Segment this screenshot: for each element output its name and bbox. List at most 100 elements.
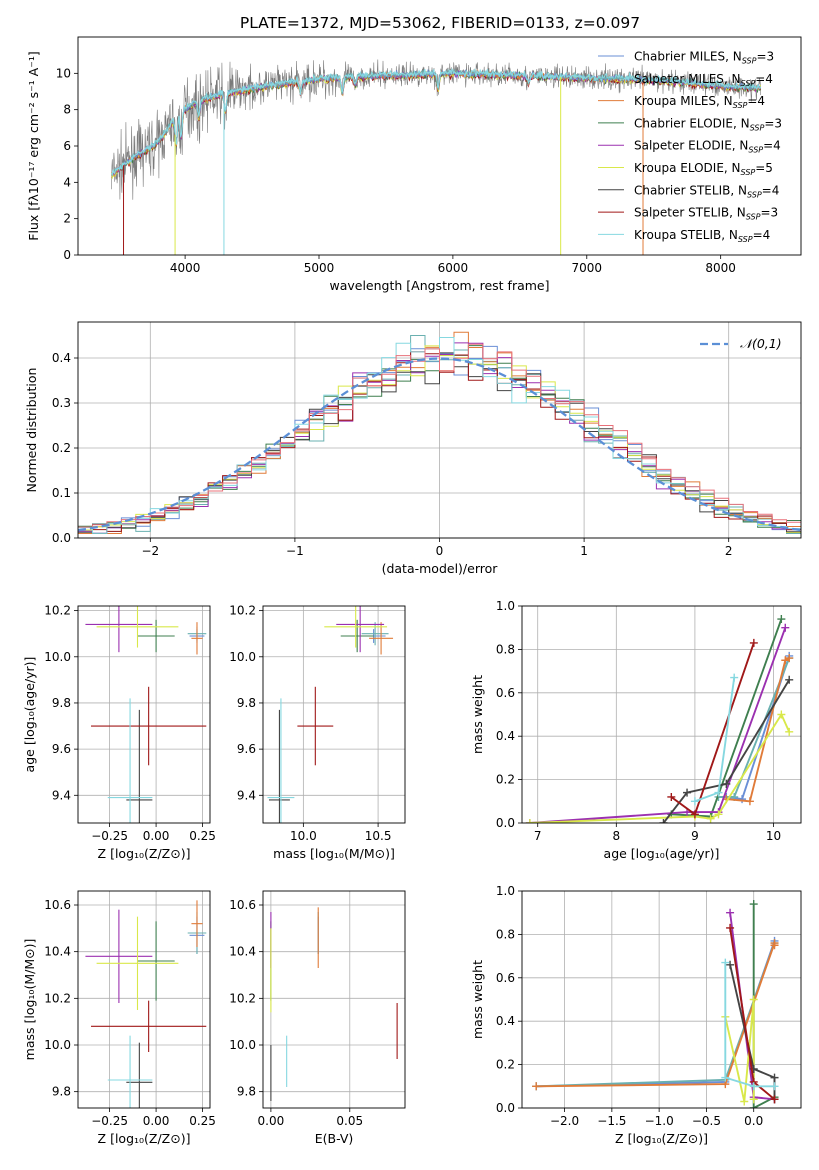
y-axis-label: Flux [fλ10⁻¹⁷ erg cm⁻² s⁻¹ A⁻¹] bbox=[26, 51, 41, 240]
y-tick-label: 0.3 bbox=[52, 396, 71, 410]
y-tick-label: 0 bbox=[63, 248, 71, 262]
weight-line-kroupa_stelib bbox=[724, 962, 775, 1088]
axes-frame bbox=[77, 321, 802, 539]
legend-count: =3 bbox=[756, 50, 774, 64]
y-tick-label: 9.4 bbox=[237, 788, 256, 802]
weight-marker-chabrier_stelib bbox=[785, 675, 794, 684]
x-axis-label: age [log₁₀(age/yr)] bbox=[604, 846, 720, 861]
axes-frame bbox=[521, 890, 802, 1109]
weight-marker-kroupa_elodie bbox=[706, 814, 715, 823]
x-tick-label: −1 bbox=[286, 544, 304, 558]
y-tick-label: 10.0 bbox=[44, 650, 71, 664]
legend-label: Salpeter MILES, NSSP=4 bbox=[634, 72, 773, 88]
weight-line-kroupa_miles bbox=[726, 657, 790, 803]
y-tick-label: 9.6 bbox=[237, 742, 256, 756]
legend-label: Salpeter ELODIE, NSSP=4 bbox=[634, 139, 781, 155]
residuals-plot-area bbox=[78, 331, 801, 534]
y-axis-label: Normed distribution bbox=[24, 368, 39, 493]
x-tick-label: 5000 bbox=[304, 261, 335, 275]
legend-label: Kroupa ELODIE, NSSP=5 bbox=[634, 161, 773, 177]
y-axis-label: age [log₁₀(age/yr)] bbox=[22, 657, 37, 773]
x-tick-label: 2 bbox=[725, 544, 733, 558]
x-tick-label: 7000 bbox=[572, 261, 603, 275]
y-tick-label: 10.4 bbox=[44, 945, 71, 959]
weight-marker-kroupa_elodie bbox=[749, 995, 758, 1004]
x-axis-label: Z [log₁₀(Z/Z⊙)] bbox=[615, 1131, 708, 1146]
weight-marker-kroupa_elodie bbox=[777, 710, 786, 719]
legend-label: Kroupa STELIB, NSSP=4 bbox=[634, 228, 770, 244]
weight-line-salpeter_miles bbox=[718, 657, 791, 798]
legend-subscript: SSP bbox=[741, 168, 756, 177]
weight-marker-kroupa_elodie bbox=[525, 819, 534, 823]
normal-legend-label: 𝒩(0,1) bbox=[740, 336, 782, 351]
weight-line-chabrier_elodie bbox=[752, 904, 775, 1108]
x-tick-label: −0.5 bbox=[692, 1114, 721, 1128]
weight-marker-chabrier_stelib bbox=[683, 788, 692, 797]
x-tick-label: −2.0 bbox=[550, 1114, 579, 1128]
legend-subscript: SSP bbox=[748, 146, 763, 155]
y-tick-label: 0.8 bbox=[496, 927, 515, 941]
y-tick-label: 9.8 bbox=[52, 696, 71, 710]
weight-marker-chabrier_miles bbox=[738, 795, 747, 804]
age_vs_mass-plot-area bbox=[267, 606, 394, 823]
y-tick-label: 0.2 bbox=[496, 773, 515, 787]
x-axis-label: mass [log₁₀(M/M⊙)] bbox=[273, 846, 395, 861]
legend-count: =5 bbox=[755, 161, 773, 175]
y-tick-label: 9.4 bbox=[52, 788, 71, 802]
x-tick-label: 10.5 bbox=[365, 829, 392, 843]
axes-frame bbox=[77, 890, 211, 1109]
mass_vs_ebv-plot-area bbox=[270, 907, 398, 1101]
x-tick-label: −2 bbox=[141, 544, 159, 558]
legend-count: =4 bbox=[763, 139, 781, 153]
x-tick-label: 0.25 bbox=[189, 829, 216, 843]
model-spectrum-kroupa_stelib bbox=[110, 67, 762, 177]
y-tick-label: 10.0 bbox=[229, 650, 256, 664]
y-tick-label: 0.0 bbox=[496, 1101, 515, 1115]
legend-subscript: SSP bbox=[747, 190, 762, 199]
x-tick-label: 9 bbox=[691, 829, 699, 843]
weight-marker-kroupa_stelib bbox=[749, 1082, 758, 1091]
spectrum-axes: 4000 5000 6000 7000 8000 0 2 4 6 8 10 wavelength [A… bbox=[26, 36, 802, 293]
weight-marker-chabrier_stelib bbox=[659, 819, 668, 823]
legend-subscript: SSP bbox=[750, 123, 765, 132]
y-tick-label: 0.4 bbox=[496, 729, 515, 743]
x-tick-label: 6000 bbox=[438, 261, 469, 275]
mass_weight_vs_Z-plot-area bbox=[532, 900, 779, 1108]
weight-line-salpeter_elodie bbox=[529, 627, 787, 823]
y-axis-label: mass weight bbox=[470, 675, 485, 754]
weight-line-kroupa_elodie bbox=[529, 712, 791, 823]
legend-subscript: SSP bbox=[742, 57, 757, 66]
legend-label: Kroupa MILES, NSSP=4 bbox=[634, 94, 765, 110]
weight-marker-chabrier_stelib bbox=[726, 960, 735, 969]
weight-marker-chabrier_stelib bbox=[770, 1073, 779, 1082]
y-tick-label: 10.0 bbox=[229, 1038, 256, 1052]
y-tick-label: 9.8 bbox=[237, 1085, 256, 1099]
spectrum-title: PLATE=1372, MJD=53062, FIBERID=0133, z=0… bbox=[240, 14, 640, 32]
x-tick-label: 0.0 bbox=[744, 1114, 763, 1128]
weight-marker-kroupa_miles bbox=[770, 941, 779, 950]
y-axis-label: mass [log₁₀(M/M⊙)] bbox=[22, 939, 37, 1061]
normal-curve bbox=[78, 357, 801, 532]
x-tick-label: 0.00 bbox=[258, 1114, 285, 1128]
weight-marker-chabrier_stelib bbox=[722, 779, 731, 788]
y-tick-label: 9.8 bbox=[237, 696, 256, 710]
y-tick-label: 10.2 bbox=[44, 604, 71, 618]
y-tick-label: 0.6 bbox=[496, 971, 515, 985]
weight-marker-chabrier_elodie bbox=[777, 615, 786, 624]
x-axis-label: E(B-V) bbox=[315, 1131, 354, 1146]
y-tick-label: 2 bbox=[63, 212, 71, 226]
legend-subscript: SSP bbox=[746, 213, 761, 222]
weight-marker-salpeter_stelib bbox=[770, 1095, 779, 1104]
spectrum-legend: Chabrier MILES, NSSP=3 Salpeter MILES, NS… bbox=[598, 50, 782, 244]
mass_vs_Z-plot-area bbox=[85, 900, 207, 1108]
x-tick-label: −0.25 bbox=[91, 829, 128, 843]
x-tick-label: 0.25 bbox=[189, 1114, 216, 1128]
y-tick-label: 0.8 bbox=[496, 642, 515, 656]
y-tick-label: 0.4 bbox=[496, 1014, 515, 1028]
y-tick-label: 10.2 bbox=[44, 991, 71, 1005]
weight-marker-kroupa_miles bbox=[785, 654, 794, 663]
legend-subscript: SSP bbox=[741, 79, 756, 88]
x-tick-label: 7 bbox=[534, 829, 542, 843]
weight-marker-kroupa_stelib bbox=[721, 958, 730, 967]
